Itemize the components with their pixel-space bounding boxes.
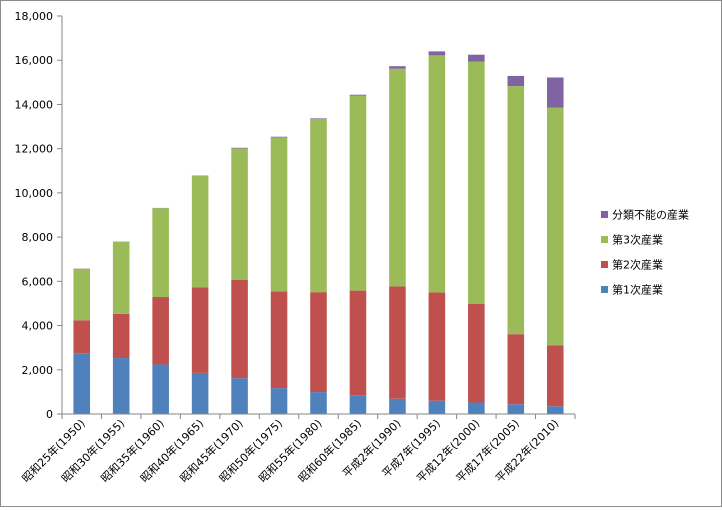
legend-swatch [601,236,608,243]
y-tick-label: 0 [46,408,53,421]
bar-segment-series-1 [73,353,90,414]
bar-segment-series-3 [73,269,90,321]
y-tick-label: 4,000 [22,320,54,333]
bar-segment-series-2 [231,280,248,378]
bar-segment-series-3 [508,86,525,334]
bar-segment-series-4 [468,55,485,62]
bar-segment-series-4 [271,137,288,138]
bar-segment-series-1 [192,373,209,414]
bar-segment-series-1 [271,388,288,414]
bar-segment-series-1 [508,404,525,414]
y-tick-label: 10,000 [15,187,54,200]
bar-segment-series-2 [429,292,446,400]
legend-swatch [601,286,608,293]
bar-segment-series-1 [231,378,248,414]
bar-segment-series-2 [310,292,327,392]
bar-segment-series-1 [429,401,446,414]
bar-segment-series-2 [508,334,525,404]
bar-segment-series-2 [192,288,209,373]
bar-segment-series-4 [508,76,525,86]
bar-segment-series-2 [152,297,169,364]
bar-segment-series-1 [113,358,130,414]
bar-segment-series-3 [271,137,288,291]
bar-segment-series-1 [389,399,406,414]
bar-segment-series-3 [429,55,446,292]
bar-segment-series-2 [73,320,90,353]
y-tick-label: 12,000 [15,143,54,156]
x-axis-ticks: 昭和25年(1950)昭和30年(1955)昭和35年(1960)昭和40年(1… [19,414,575,485]
legend-label: 第1次産業 [612,283,663,297]
bar-segment-series-3 [468,62,485,304]
bar-segment-series-4 [350,95,367,96]
y-axis-ticks: 0 2,000 4,000 6,000 8,000 10,000 12,000 14,000 1… [15,10,63,421]
legend-swatch [601,261,608,268]
bar-segment-series-3 [113,242,130,314]
bar-segment-series-3 [547,108,564,345]
legend-swatch [601,211,608,218]
bar-segment-series-2 [468,304,485,403]
bar-segment-series-2 [389,286,406,398]
bar-segment-series-2 [113,314,130,358]
bar-segment-series-3 [192,176,209,288]
bar-segment-series-1 [310,392,327,414]
bar-segment-series-3 [350,96,367,291]
y-tick-label: 2,000 [22,364,54,377]
bar-segment-series-4 [547,77,564,107]
y-tick-label: 16,000 [15,54,54,67]
bar-segment-series-1 [468,403,485,414]
bars-group [73,51,563,414]
bar-segment-series-1 [152,364,169,414]
legend-label: 分類不能の産業 [612,208,689,222]
bar-segment-series-3 [152,208,169,297]
y-tick-label: 8,000 [22,231,54,244]
bar-segment-series-1 [547,406,564,414]
bar-segment-series-2 [271,291,288,388]
bar-segment-series-4 [429,51,446,55]
bar-segment-series-3 [231,148,248,280]
bar-segment-series-2 [547,345,564,406]
y-tick-label: 18,000 [15,10,54,23]
bar-segment-series-4 [231,148,248,149]
bar-segment-series-4 [310,118,327,119]
y-tick-label: 14,000 [15,98,54,111]
bar-segment-series-3 [389,69,406,287]
bar-segment-series-4 [389,66,406,68]
bar-segment-series-2 [350,291,367,396]
legend-label: 第2次産業 [612,258,663,272]
y-tick-label: 6,000 [22,275,54,288]
legend-label: 第3次産業 [612,233,663,247]
bar-segment-series-1 [350,395,367,414]
bar-segment-series-3 [310,119,327,292]
